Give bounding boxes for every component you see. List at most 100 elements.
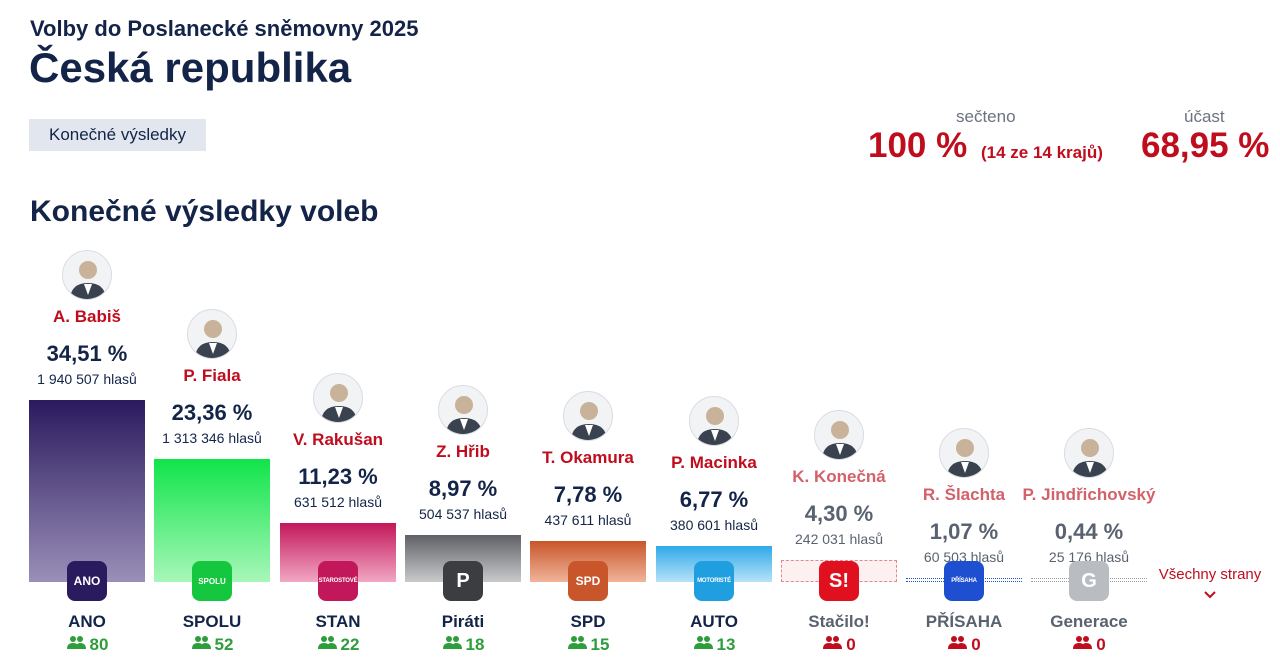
candidate-name: P. Jindřichovský bbox=[1022, 485, 1156, 504]
party-abbreviation: Stačilo! bbox=[808, 612, 870, 631]
people-icon bbox=[693, 634, 713, 655]
party-logo[interactable]: PŘÍSAHA bbox=[944, 561, 984, 601]
people-icon bbox=[822, 634, 843, 655]
people-icon bbox=[947, 634, 968, 655]
party-logo-text: STAROSTOVÉ bbox=[318, 578, 358, 584]
party-logo-text: G bbox=[1081, 569, 1097, 592]
candidate-photo bbox=[187, 309, 237, 359]
party-column[interactable]: V. Rakušan 11,23 % 631 512 hlasů STAROSTOVÉ… bbox=[280, 0, 396, 671]
party-column[interactable]: P. Jindřichovský 0,44 % 25 176 hlasů G Gener… bbox=[1023, 0, 1155, 671]
candidate-name: K. Konečná bbox=[792, 467, 886, 486]
party-abbreviation: ANO bbox=[68, 612, 106, 631]
seat-count: 0 bbox=[906, 634, 1022, 655]
seat-count-value: 0 bbox=[971, 634, 981, 654]
seat-count: 52 bbox=[154, 634, 270, 655]
turnout-value: 68,95 % bbox=[1141, 126, 1270, 165]
people-icon bbox=[317, 634, 337, 655]
result-bar[interactable] bbox=[29, 400, 145, 582]
seat-count: 80 bbox=[29, 634, 145, 655]
seat-count-value: 22 bbox=[340, 634, 360, 654]
vote-percentage: 23,36 % bbox=[171, 400, 253, 425]
party-logo-text: SPOLU bbox=[198, 576, 226, 586]
party-logo[interactable]: P bbox=[443, 561, 483, 601]
people-icon bbox=[567, 634, 587, 655]
party-column[interactable]: T. Okamura 7,78 % 437 611 hlasů SPD SPD 15 bbox=[530, 0, 646, 671]
party-logo-text: P bbox=[456, 569, 470, 592]
candidate-name: Z. Hřib bbox=[436, 442, 490, 461]
status-badge: Konečné výsledky bbox=[29, 119, 206, 151]
party-abbreviation: Piráti bbox=[441, 612, 485, 631]
party-logo-text: ANO bbox=[73, 574, 101, 588]
vote-percentage: 11,23 % bbox=[298, 464, 378, 489]
candidate-photo bbox=[1064, 428, 1114, 478]
party-logo[interactable]: S! bbox=[819, 561, 859, 601]
party-column[interactable]: A. Babiš 34,51 % 1 940 507 hlasů ANO ANO 80 bbox=[29, 0, 145, 671]
party-column[interactable]: P. Macinka 6,77 % 380 601 hlasů MOTORISTÉ AU… bbox=[656, 0, 772, 671]
people-icon bbox=[1072, 634, 1093, 655]
counted-regions: (14 ze 14 krajů) bbox=[981, 143, 1103, 162]
candidate-photo bbox=[313, 373, 363, 423]
party-logo-text: SPD bbox=[575, 574, 601, 588]
seat-count: 13 bbox=[656, 634, 772, 655]
chevron-down-icon[interactable] bbox=[1201, 588, 1219, 602]
party-abbreviation: AUTO bbox=[690, 612, 738, 631]
vote-count: 1 940 507 hlasů bbox=[37, 371, 137, 387]
party-logo-text: MOTORISTÉ bbox=[697, 578, 731, 584]
vote-count: 60 503 hlasů bbox=[923, 549, 1005, 565]
candidate-name: P. Macinka bbox=[671, 453, 757, 472]
party-column[interactable]: P. Fiala 23,36 % 1 313 346 hlasů SPOLU SPOLU… bbox=[154, 0, 270, 671]
candidate-name: T. Okamura bbox=[542, 448, 634, 467]
party-logo-text: S! bbox=[829, 569, 849, 592]
turnout-label: účast bbox=[1184, 107, 1225, 126]
party-column[interactable]: K. Konečná 4,30 % 242 031 hlasů S! Stačilo! 0 bbox=[781, 0, 897, 671]
party-logo[interactable]: SPOLU bbox=[192, 561, 232, 601]
election-subtitle: Volby do Poslanecké sněmovny 2025 bbox=[30, 16, 419, 41]
party-column[interactable]: R. Šlachta 1,07 % 60 503 hlasů PŘÍSAHA PŘÍSA… bbox=[906, 0, 1022, 671]
vote-count: 1 313 346 hlasů bbox=[162, 430, 262, 446]
vote-count: 631 512 hlasů bbox=[294, 494, 382, 510]
candidate-photo bbox=[563, 391, 613, 441]
people-icon bbox=[66, 634, 86, 655]
counted-value: 100 % bbox=[868, 126, 968, 165]
party-logo[interactable]: STAROSTOVÉ bbox=[318, 561, 358, 601]
all-parties-link[interactable]: Všechny strany bbox=[1158, 566, 1262, 583]
vote-count: 25 176 hlasů bbox=[1048, 549, 1130, 565]
party-logo[interactable]: G bbox=[1069, 561, 1109, 601]
candidate-name: A. Babiš bbox=[52, 307, 122, 326]
candidate-photo bbox=[438, 385, 488, 435]
party-logo[interactable]: ANO bbox=[67, 561, 107, 601]
vote-count: 242 031 hlasů bbox=[795, 531, 883, 547]
party-abbreviation: SPOLU bbox=[182, 612, 242, 631]
vote-percentage: 4,30 % bbox=[804, 501, 874, 526]
candidate-name: P. Fiala bbox=[183, 366, 241, 385]
party-logo[interactable]: SPD bbox=[568, 561, 608, 601]
vote-percentage: 0,44 % bbox=[1054, 519, 1124, 544]
vote-percentage: 6,77 % bbox=[679, 487, 749, 512]
vote-percentage: 8,97 % bbox=[428, 476, 498, 501]
people-icon bbox=[442, 634, 462, 655]
vote-percentage: 1,07 % bbox=[929, 519, 999, 544]
vote-percentage: 7,78 % bbox=[553, 482, 623, 507]
seat-count: 0 bbox=[1031, 634, 1147, 655]
vote-percentage: 34,51 % bbox=[46, 341, 128, 366]
counted-label: sečteno bbox=[956, 107, 1016, 126]
party-logo[interactable]: MOTORISTÉ bbox=[694, 561, 734, 601]
party-column[interactable]: Z. Hřib 8,97 % 504 537 hlasů P Piráti 18 bbox=[405, 0, 521, 671]
party-abbreviation: SPD bbox=[570, 612, 606, 631]
seat-count-value: 0 bbox=[846, 634, 856, 654]
candidate-photo bbox=[939, 428, 989, 478]
vote-count: 437 611 hlasů bbox=[544, 512, 632, 528]
seat-count-value: 15 bbox=[590, 634, 610, 654]
candidate-photo bbox=[814, 410, 864, 460]
vote-count: 380 601 hlasů bbox=[670, 517, 758, 533]
page-title: Česká republika bbox=[29, 44, 352, 91]
seat-count: 22 bbox=[280, 634, 396, 655]
people-icon bbox=[191, 634, 211, 655]
party-abbreviation: PŘÍSAHA bbox=[925, 612, 1003, 631]
section-heading: Konečné výsledky voleb bbox=[30, 195, 379, 228]
party-abbreviation: Generace bbox=[1050, 612, 1128, 631]
seat-count-value: 52 bbox=[214, 634, 234, 654]
seat-count-value: 0 bbox=[1096, 634, 1106, 654]
candidate-name: R. Šlachta bbox=[922, 485, 1006, 504]
seat-count: 0 bbox=[781, 634, 897, 655]
